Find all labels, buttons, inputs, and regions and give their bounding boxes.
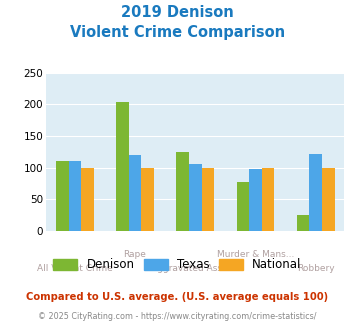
Text: Violent Crime Comparison: Violent Crime Comparison	[70, 25, 285, 40]
Bar	[189, 164, 202, 231]
Bar	[141, 168, 154, 231]
Text: Rape: Rape	[124, 250, 147, 259]
Bar	[249, 169, 262, 231]
Bar	[262, 168, 274, 231]
Bar	[297, 215, 309, 231]
Text: Compared to U.S. average. (U.S. average equals 100): Compared to U.S. average. (U.S. average …	[26, 292, 329, 302]
Bar	[129, 155, 141, 231]
Bar	[56, 161, 69, 231]
Bar	[309, 154, 322, 231]
Legend: Denison, Texas, National: Denison, Texas, National	[54, 258, 301, 271]
Bar	[81, 168, 94, 231]
Text: 2019 Denison: 2019 Denison	[121, 5, 234, 20]
Text: Robbery: Robbery	[297, 264, 334, 273]
Text: © 2025 CityRating.com - https://www.cityrating.com/crime-statistics/: © 2025 CityRating.com - https://www.city…	[38, 312, 317, 321]
Bar	[236, 182, 249, 231]
Text: Aggravated Assault: Aggravated Assault	[151, 264, 240, 273]
Bar	[322, 168, 335, 231]
Bar	[69, 161, 81, 231]
Bar	[116, 102, 129, 231]
Bar	[176, 152, 189, 231]
Bar	[202, 168, 214, 231]
Text: Murder & Mans...: Murder & Mans...	[217, 250, 294, 259]
Text: All Violent Crime: All Violent Crime	[37, 264, 113, 273]
